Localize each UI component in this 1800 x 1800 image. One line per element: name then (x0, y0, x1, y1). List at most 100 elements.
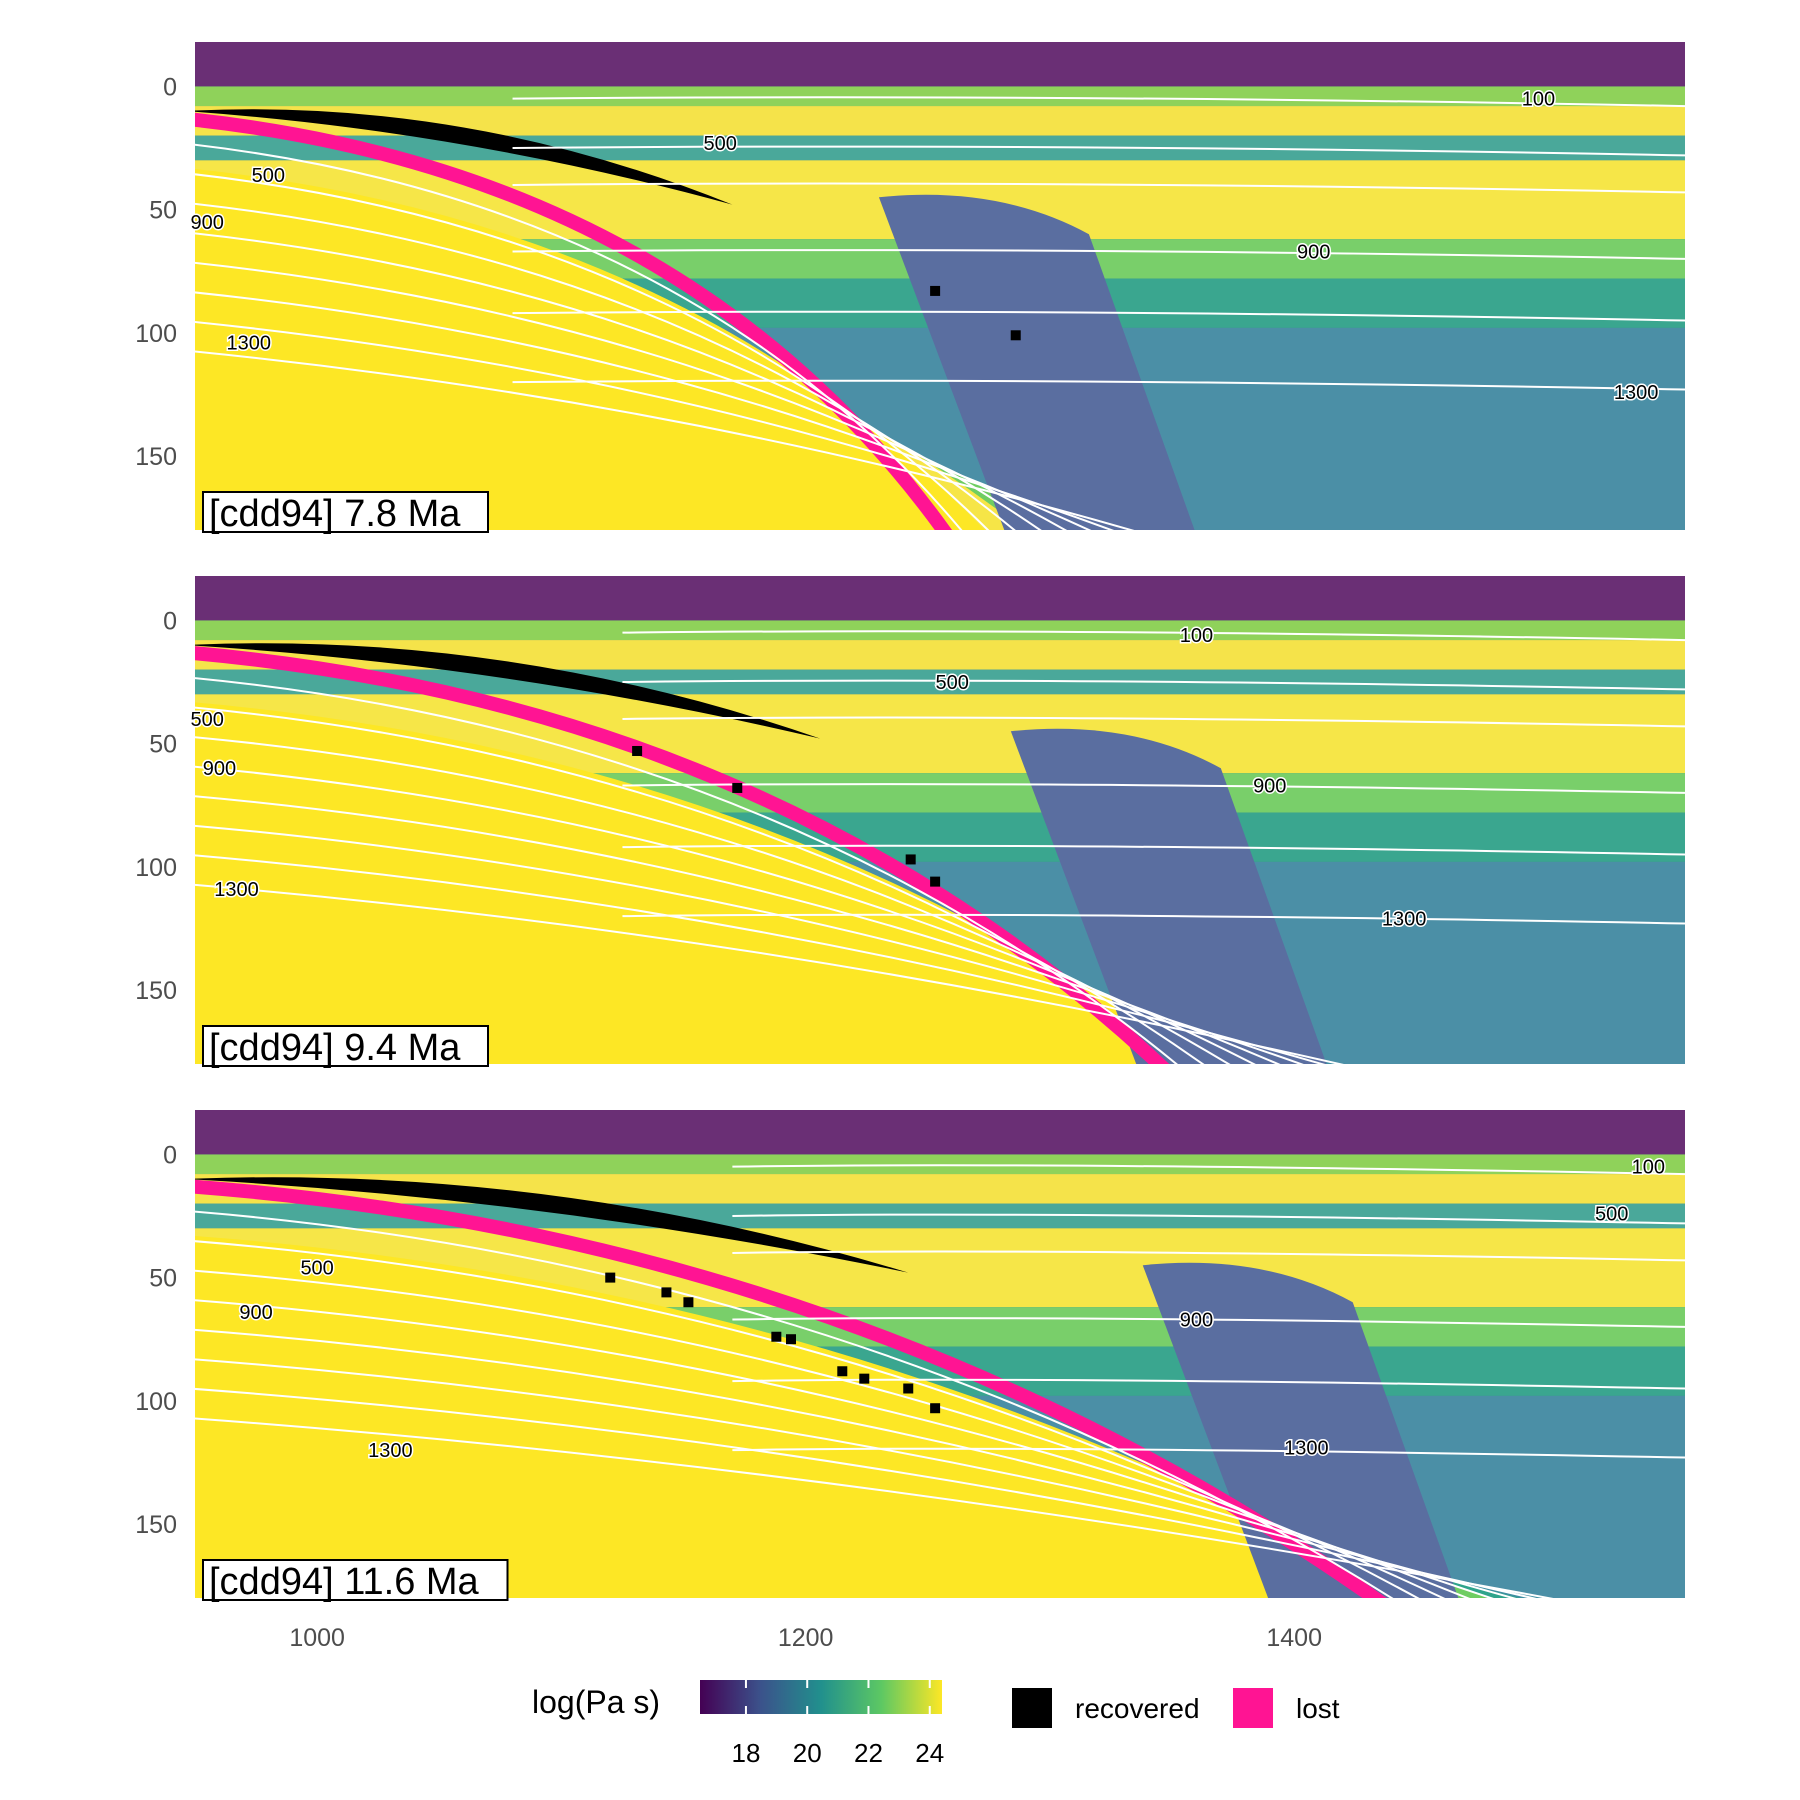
isotherm-line (732, 1213, 1685, 1225)
recovered-wedge (195, 643, 821, 739)
panel-title: [cdd94] 7.8 Ma (202, 491, 489, 535)
isotherm-line (732, 1250, 1685, 1262)
isotherm-line (732, 1378, 1685, 1390)
legend-label-lost: lost (1296, 1693, 1340, 1724)
recovered-point (771, 1331, 782, 1342)
panel-title: [cdd94] 11.6 Ma (202, 1559, 509, 1603)
recovered-point (930, 1403, 941, 1414)
isotherm-line (732, 1317, 1685, 1328)
colorbar-tick-label: 22 (854, 1738, 883, 1768)
panel-title-text: [cdd94] 7.8 Ma (209, 493, 461, 535)
y-tick-label: 100 (135, 854, 177, 882)
isotherm-line (512, 310, 1685, 322)
isotherm-label: 1300 (368, 1440, 413, 1462)
panel-title: [cdd94] 9.4 Ma (202, 1025, 489, 1069)
isotherm-label: 900 (1297, 241, 1330, 263)
recovered-point (632, 745, 643, 756)
isotherm-label: 1300 (214, 879, 259, 901)
panel-2: 100 500 500 900 900 1300 1300 0 50 100 150 [cdd94] … (135, 576, 1685, 1069)
recovered-point (1010, 330, 1021, 341)
legend: log(Pa s) 18 20 22 24 recovered lost (532, 1680, 1340, 1768)
recovered-wedge (195, 1177, 909, 1273)
isotherm-line (512, 96, 1685, 108)
isotherm-label: 100 (1632, 1157, 1665, 1179)
slab-band (195, 702, 1200, 1064)
colorbar-tick-label: 18 (731, 1738, 760, 1768)
isotherm-label: 1300 (1382, 909, 1427, 931)
isotherm-label: 500 (936, 672, 969, 694)
isotherm-line (622, 844, 1685, 856)
isotherm-label: 500 (1595, 1204, 1628, 1226)
colorbar-ticks: 18 20 22 24 (731, 1680, 944, 1768)
isotherm-line (195, 350, 1135, 530)
isotherm-line (195, 677, 1178, 1064)
plate-layer (195, 1154, 1685, 1175)
isotherm-line (622, 679, 1685, 691)
recovered-point (859, 1373, 870, 1384)
x-axis: 1000 1200 1400 (289, 1624, 1322, 1652)
y-tick-label: 50 (149, 1265, 177, 1293)
isotherm-line (195, 795, 1281, 1064)
isotherm-line (195, 854, 1326, 1064)
isotherm-label: 100 (1180, 625, 1213, 647)
y-tick-label: 0 (163, 607, 177, 635)
legend-swatch-recovered (1012, 1688, 1052, 1728)
isotherm-line (195, 1358, 1517, 1598)
isotherm-line (195, 1328, 1494, 1598)
recovered-point (930, 876, 941, 887)
sticky-air (195, 42, 1685, 87)
isotherm-line (622, 913, 1685, 925)
isotherm-label: 500 (300, 1258, 333, 1280)
isotherm-line (512, 249, 1685, 260)
isotherm-line (512, 379, 1685, 391)
isotherm-line (732, 1164, 1685, 1176)
isotherm-line (195, 706, 1205, 1064)
x-tick-label: 1200 (778, 1624, 834, 1652)
isotherm-label: 500 (252, 165, 285, 187)
isotherm-line (195, 320, 1115, 530)
y-tick-label: 100 (135, 1388, 177, 1416)
isotherm-line (195, 1299, 1470, 1598)
isotherm-label: 900 (1253, 775, 1286, 797)
isotherm-label: 500 (703, 133, 736, 155)
isotherm-line (195, 883, 1344, 1064)
recovered-point (605, 1272, 616, 1283)
slab-band (195, 1236, 1415, 1598)
panel-1: 100 500 500 900 900 1300 1300 0 50 100 150 [cdd94] … (135, 42, 1685, 535)
mantle-wedge (1142, 1262, 1459, 1598)
colorbar (700, 1680, 942, 1714)
recovered-point (903, 1383, 914, 1394)
y-tick-label: 150 (135, 977, 177, 1005)
colorbar-tick-label: 20 (793, 1738, 822, 1768)
isotherm-label: 900 (1180, 1309, 1213, 1331)
y-tick-label: 150 (135, 443, 177, 471)
recovered-point (683, 1297, 694, 1308)
lost-band (195, 112, 952, 530)
y-tick-label: 50 (149, 197, 177, 225)
isotherm-line (195, 824, 1304, 1064)
isotherm-line (622, 630, 1685, 642)
isotherm-line (512, 182, 1685, 194)
recovered-wedge (195, 109, 733, 205)
isotherm-line (622, 716, 1685, 728)
isotherm-line (732, 1447, 1685, 1459)
recovered-point (930, 285, 941, 296)
y-tick-label: 100 (135, 320, 177, 348)
x-tick-label: 1400 (1266, 1624, 1322, 1652)
viscosity-field (195, 1110, 1685, 1598)
y-tick-label: 50 (149, 731, 177, 759)
recovered-point (732, 782, 743, 793)
isotherm-label: 900 (203, 758, 236, 780)
recovered-point (905, 854, 916, 865)
panel-title-text: [cdd94] 9.4 Ma (209, 1027, 461, 1069)
sticky-air (195, 1110, 1685, 1155)
isotherm-label: 1300 (226, 333, 271, 355)
isotherm-label: 1300 (1284, 1438, 1329, 1460)
y-tick-label: 0 (163, 1141, 177, 1169)
isotherm-label: 100 (1522, 89, 1555, 111)
isotherm-line (195, 1387, 1537, 1598)
recovered-point (661, 1287, 672, 1298)
panel-title-text: [cdd94] 11.6 Ma (209, 1561, 480, 1603)
isotherm-line (195, 1417, 1554, 1598)
